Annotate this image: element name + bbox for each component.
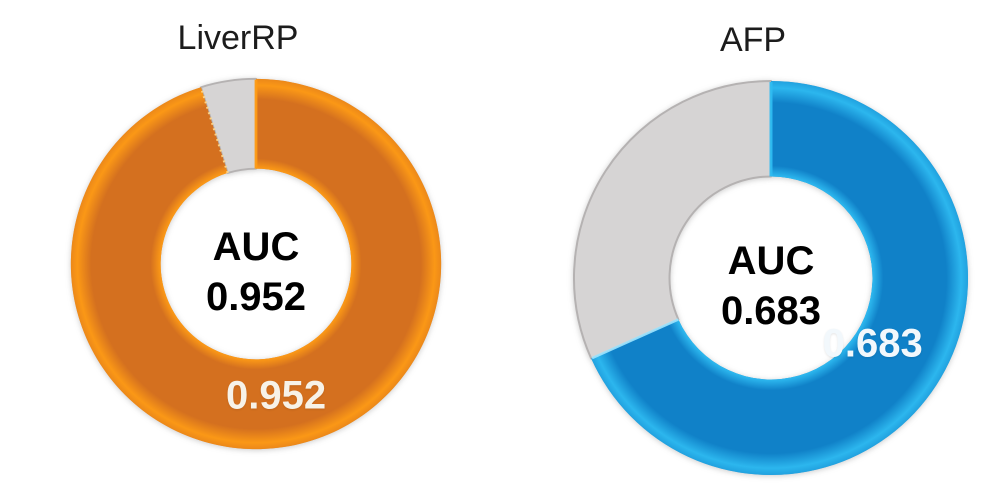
- donut-chart-afp: AFP AUC 0.683 0.683: [572, 21, 970, 477]
- auc-slice-glow: [591, 80, 969, 476]
- slice-data-label: 0.952: [225, 373, 327, 418]
- auc-slice-glow: [70, 78, 442, 450]
- center-auc-label: AUC 0.952: [206, 222, 306, 322]
- remainder-slice: [573, 79, 772, 360]
- chart-title: AFP: [719, 21, 787, 59]
- center-label-line2: 0.683: [720, 289, 822, 333]
- center-auc-label: AUC 0.683: [721, 236, 821, 336]
- donut-ring: [572, 79, 970, 477]
- slice-data-label: 0.683: [822, 321, 923, 366]
- chart-title: LiverRP: [177, 19, 299, 57]
- center-label-line2: 0.952: [205, 275, 307, 319]
- donut-ring: [69, 77, 443, 451]
- center-label-line1: AUC: [727, 239, 815, 283]
- donut-chart-liverrp: LiverRP AUC 0.952 0.952: [69, 19, 443, 451]
- slice-end-edge: [591, 318, 679, 360]
- center-label-line1: AUC: [212, 225, 300, 269]
- slice-end-edge: [200, 87, 229, 174]
